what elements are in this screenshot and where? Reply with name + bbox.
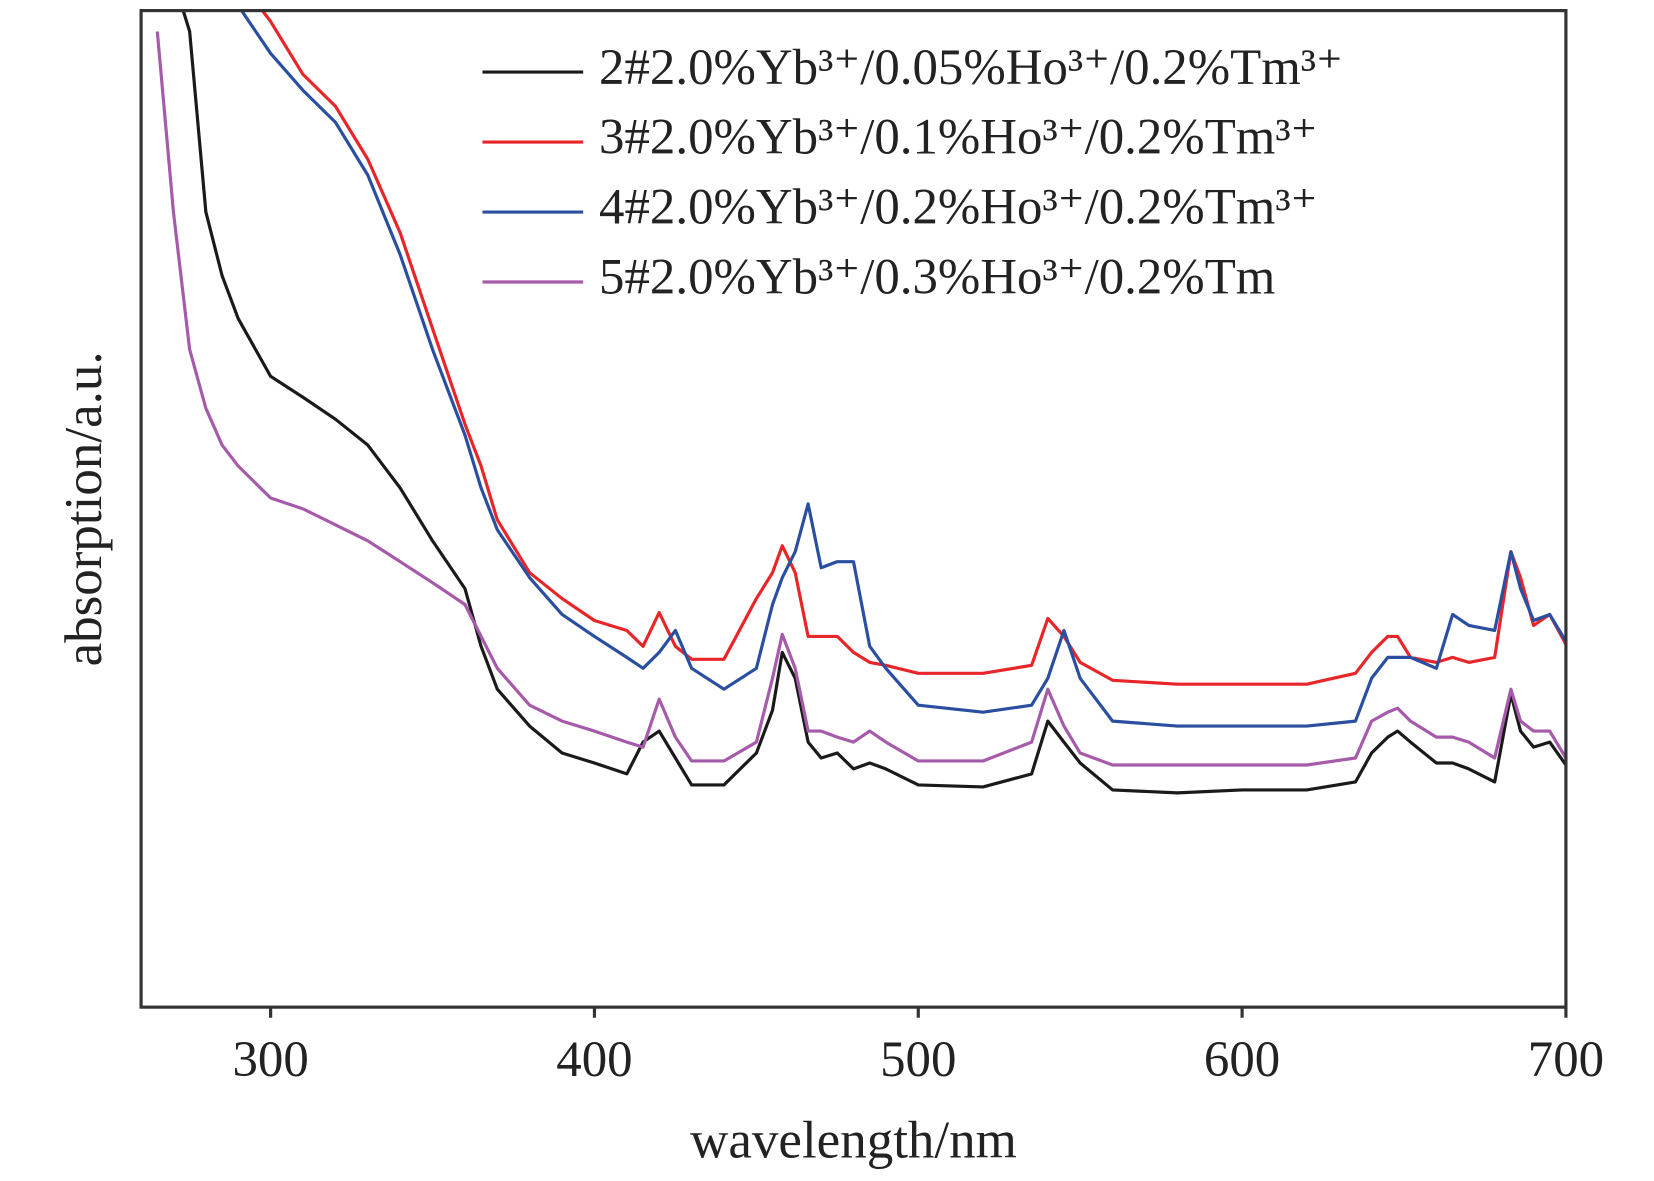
data-line [239,10,1566,728]
data-line [155,31,1566,767]
x-tick-label: 600 [1204,1032,1280,1088]
data-line [260,10,1566,686]
legend-label: 2#2.0%Yb³⁺/0.05%Ho³⁺/0.2%Tm³⁺ [599,40,1343,96]
legend-label: 3#2.0%Yb³⁺/0.1%Ho³⁺/0.2%Tm³⁺ [599,110,1317,166]
x-tick-label: 500 [880,1032,956,1088]
x-tick-label: 700 [1528,1032,1604,1088]
y-axis-label: absorption/a.u. [55,351,113,666]
plot-area [155,10,1566,795]
legend-label: 5#2.0%Yb³⁺/0.3%Ho³⁺/0.2%Tm [599,250,1275,306]
x-tick-label: 300 [232,1032,308,1088]
legend-label: 4#2.0%Yb³⁺/0.2%Ho³⁺/0.2%Tm³⁺ [599,180,1317,236]
data-line [181,10,1566,795]
plot-frame [139,9,1568,1009]
x-tick-label: 400 [556,1032,632,1088]
x-axis-label: wavelength/nm [690,1112,1017,1170]
